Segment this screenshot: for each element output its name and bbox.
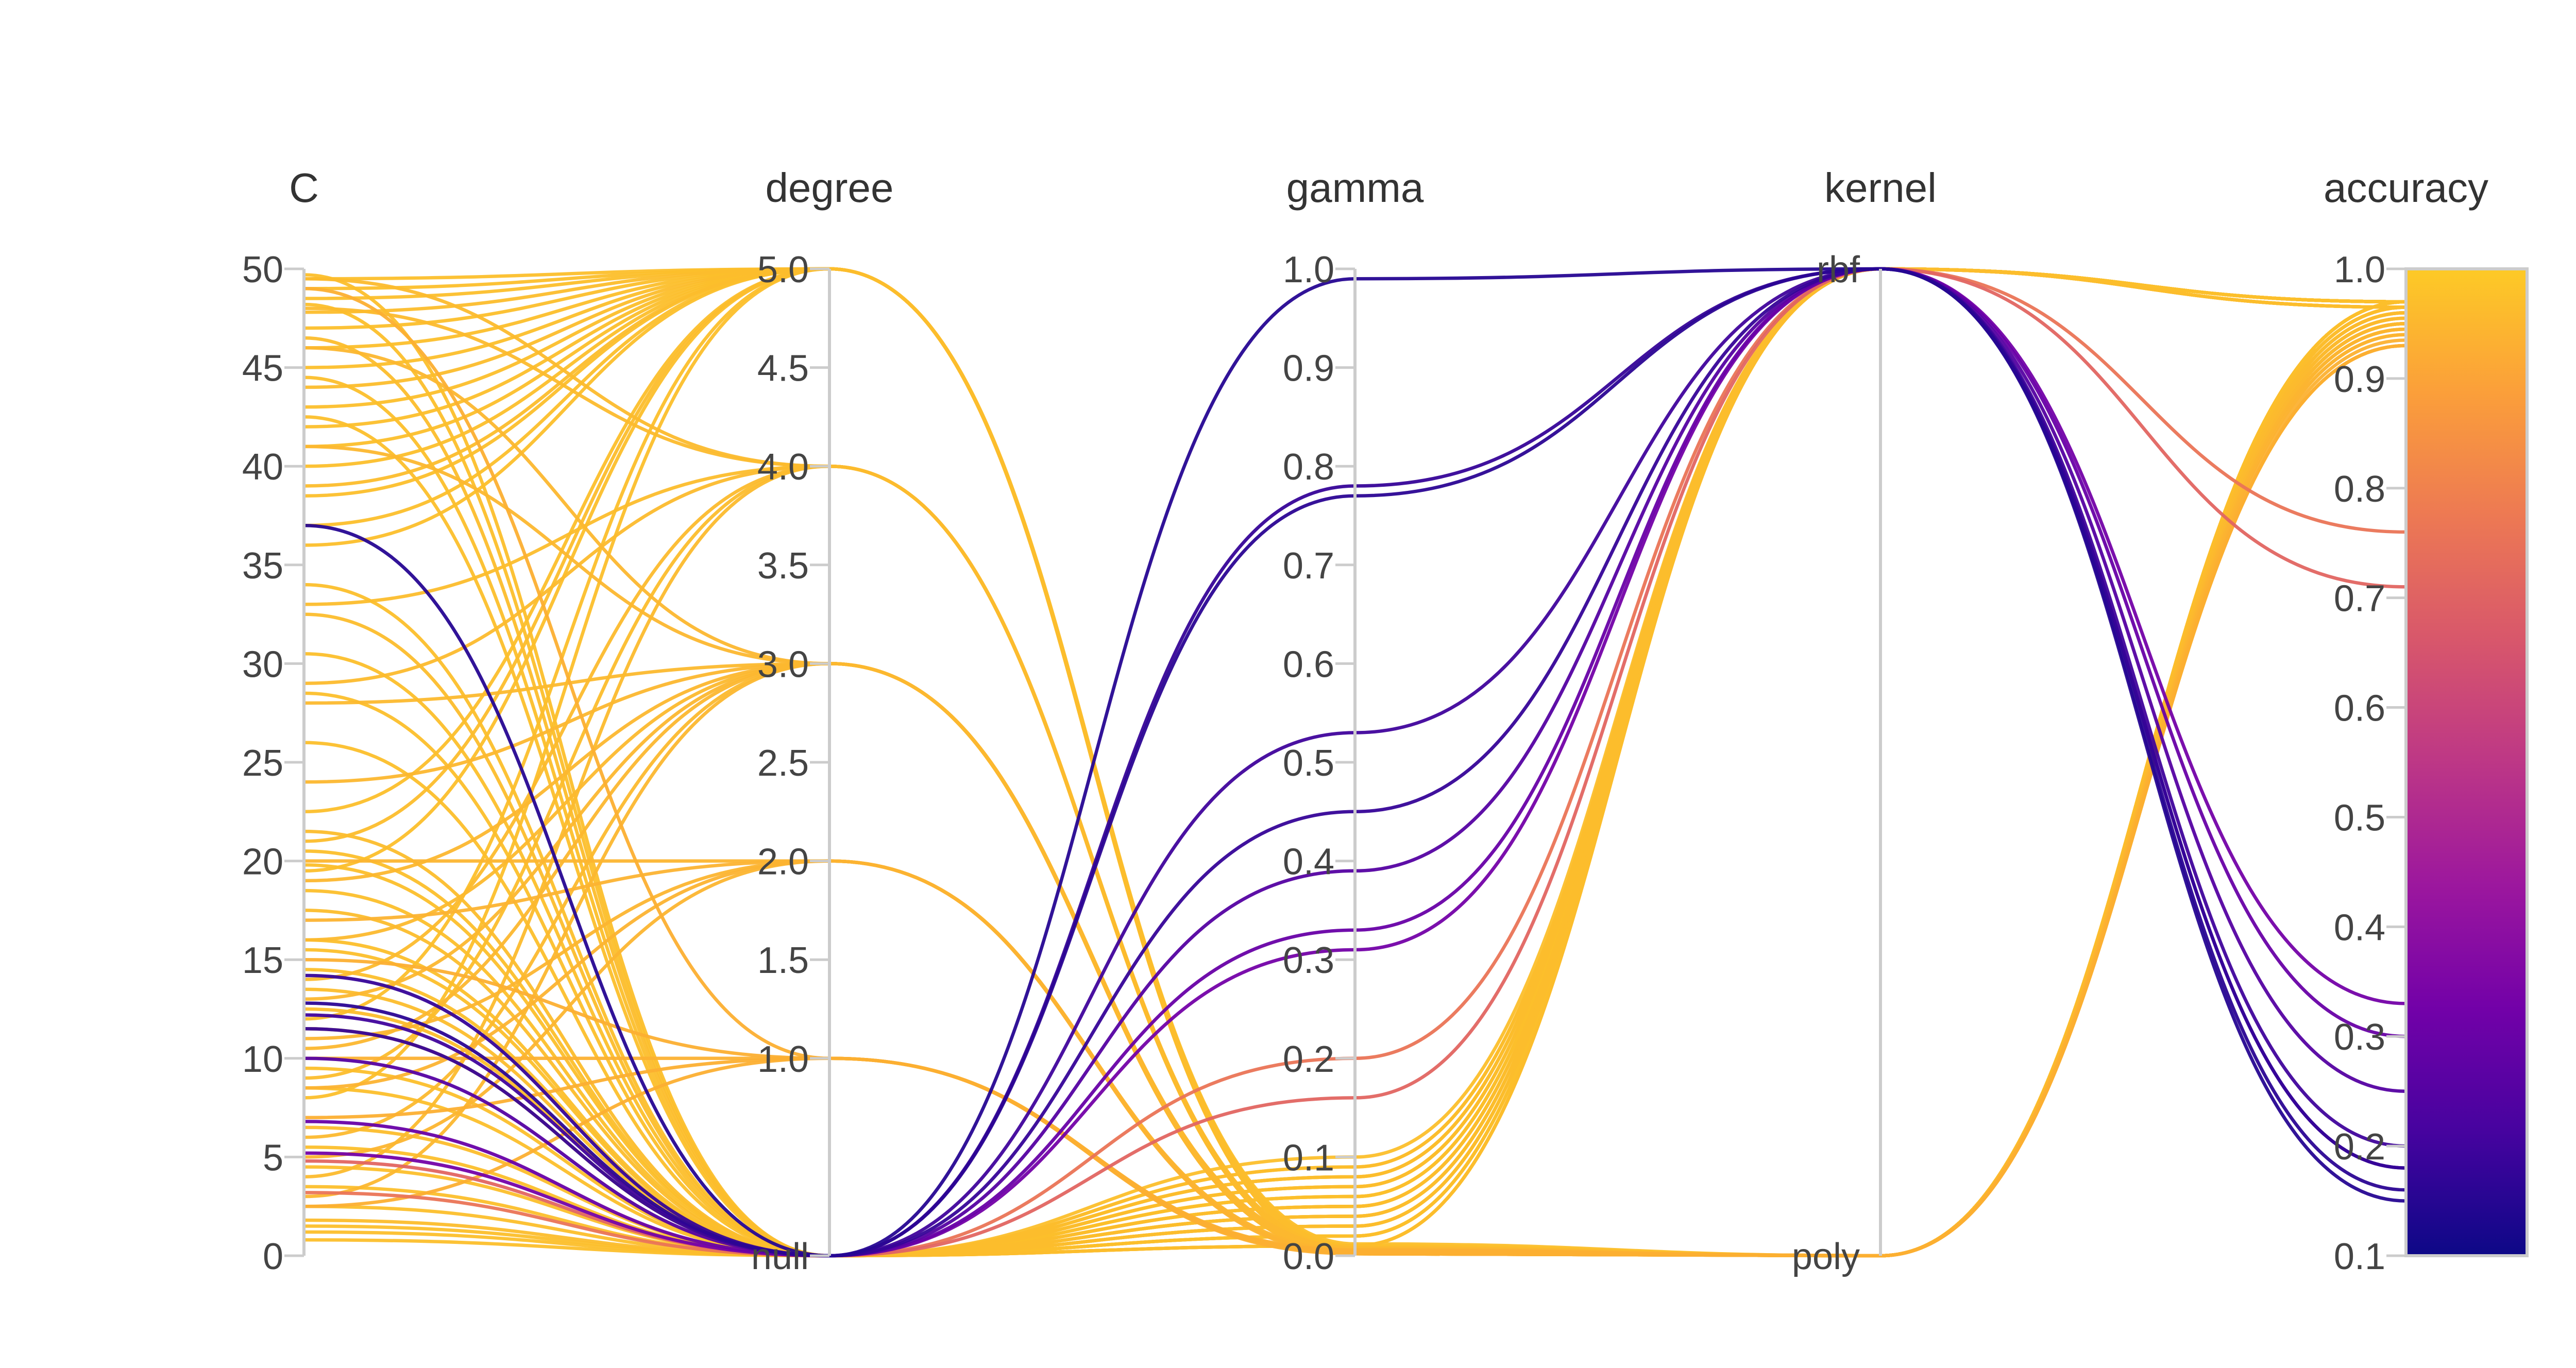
tick-label: 1.0 [2334,249,2385,290]
tick-label: 15 [242,940,283,981]
tick-label: 10 [242,1039,283,1080]
tick-label: 0.8 [1283,447,1334,488]
tick-label: 1.5 [757,940,809,981]
data-line [303,267,2406,1258]
axis-kernel: kernel poly rbf [1792,165,1937,1277]
tick-label: 0.8 [2334,469,2385,510]
tick-label: 40 [242,447,283,488]
tick-label: 0.7 [1283,545,1334,587]
data-line [303,267,2406,1258]
axis-gamma: gamma 0.0 0.1 0.2 0.3 0.4 0.5 0.6 0.7 0.8 0.9 1.0 [1283,165,1424,1277]
tick-label: 0.6 [2334,688,2385,729]
tick-label: 5 [263,1137,283,1178]
tick-label: 30 [242,644,283,685]
axis-title: accuracy [2324,165,2488,211]
data-line [303,267,2406,1258]
axes-layer: C 0 5 10 15 20 25 30 35 40 45 50 degree null 1.0 1.5 2.0… [242,165,2488,1277]
tick-label: 0.2 [1283,1039,1334,1080]
tick-label: 35 [242,545,283,587]
tick-label: 0.1 [2334,1236,2385,1277]
colorbar-gradient [2404,267,2529,1257]
axis-title: kernel [1824,165,1937,211]
axis-title: degree [765,165,893,211]
tick-label: 50 [242,249,283,290]
tick-label: 0.0 [1283,1236,1334,1277]
tick-label: 2.5 [757,743,809,784]
tick-label: 3.5 [757,545,809,587]
tick-label: 1.0 [757,1039,809,1080]
tick-label: 0.4 [2334,907,2385,948]
tick-label: 25 [242,743,283,784]
tick-label: 3.0 [757,644,809,685]
axis-degree: degree null 1.0 1.5 2.0 2.5 3.0 3.5 4.0 4.5 5.0 [751,165,894,1277]
data-line [303,267,2406,1258]
data-line [303,344,2406,1258]
tick-label: 0.3 [2334,1017,2385,1058]
tick-label: 0.6 [1283,644,1334,685]
tick-label: 4.5 [757,348,809,389]
polylines-layer [303,267,2406,1258]
tick-label: 0.2 [2334,1126,2385,1168]
tick-label: null [751,1236,809,1277]
axis-title: C [289,165,319,211]
tick-label: 0.1 [1283,1137,1334,1178]
tick-label: 0.3 [1283,940,1334,981]
data-line [303,267,2406,1258]
data-line [303,267,2406,1258]
tick-label: 0.4 [1283,842,1334,883]
tick-label: poly [1792,1236,1860,1277]
colorbar [2404,267,2529,1257]
tick-label: 2.0 [757,842,809,883]
tick-label: 1.0 [1283,249,1334,290]
tick-label: 20 [242,842,283,883]
tick-label: 45 [242,348,283,389]
tick-label: 5.0 [757,249,809,290]
tick-label: 0.7 [2334,578,2385,620]
tick-label: 0.5 [2334,797,2385,839]
tick-label: 0.5 [1283,743,1334,784]
axis-C: C 0 5 10 15 20 25 30 35 40 45 50 [242,165,319,1277]
tick-label: 4.0 [757,447,809,488]
tick-label: 0 [263,1236,283,1277]
tick-label: rbf [1817,249,1860,290]
axis-title: gamma [1286,165,1424,211]
tick-label: 0.9 [2334,359,2385,400]
tick-label: 0.9 [1283,348,1334,389]
